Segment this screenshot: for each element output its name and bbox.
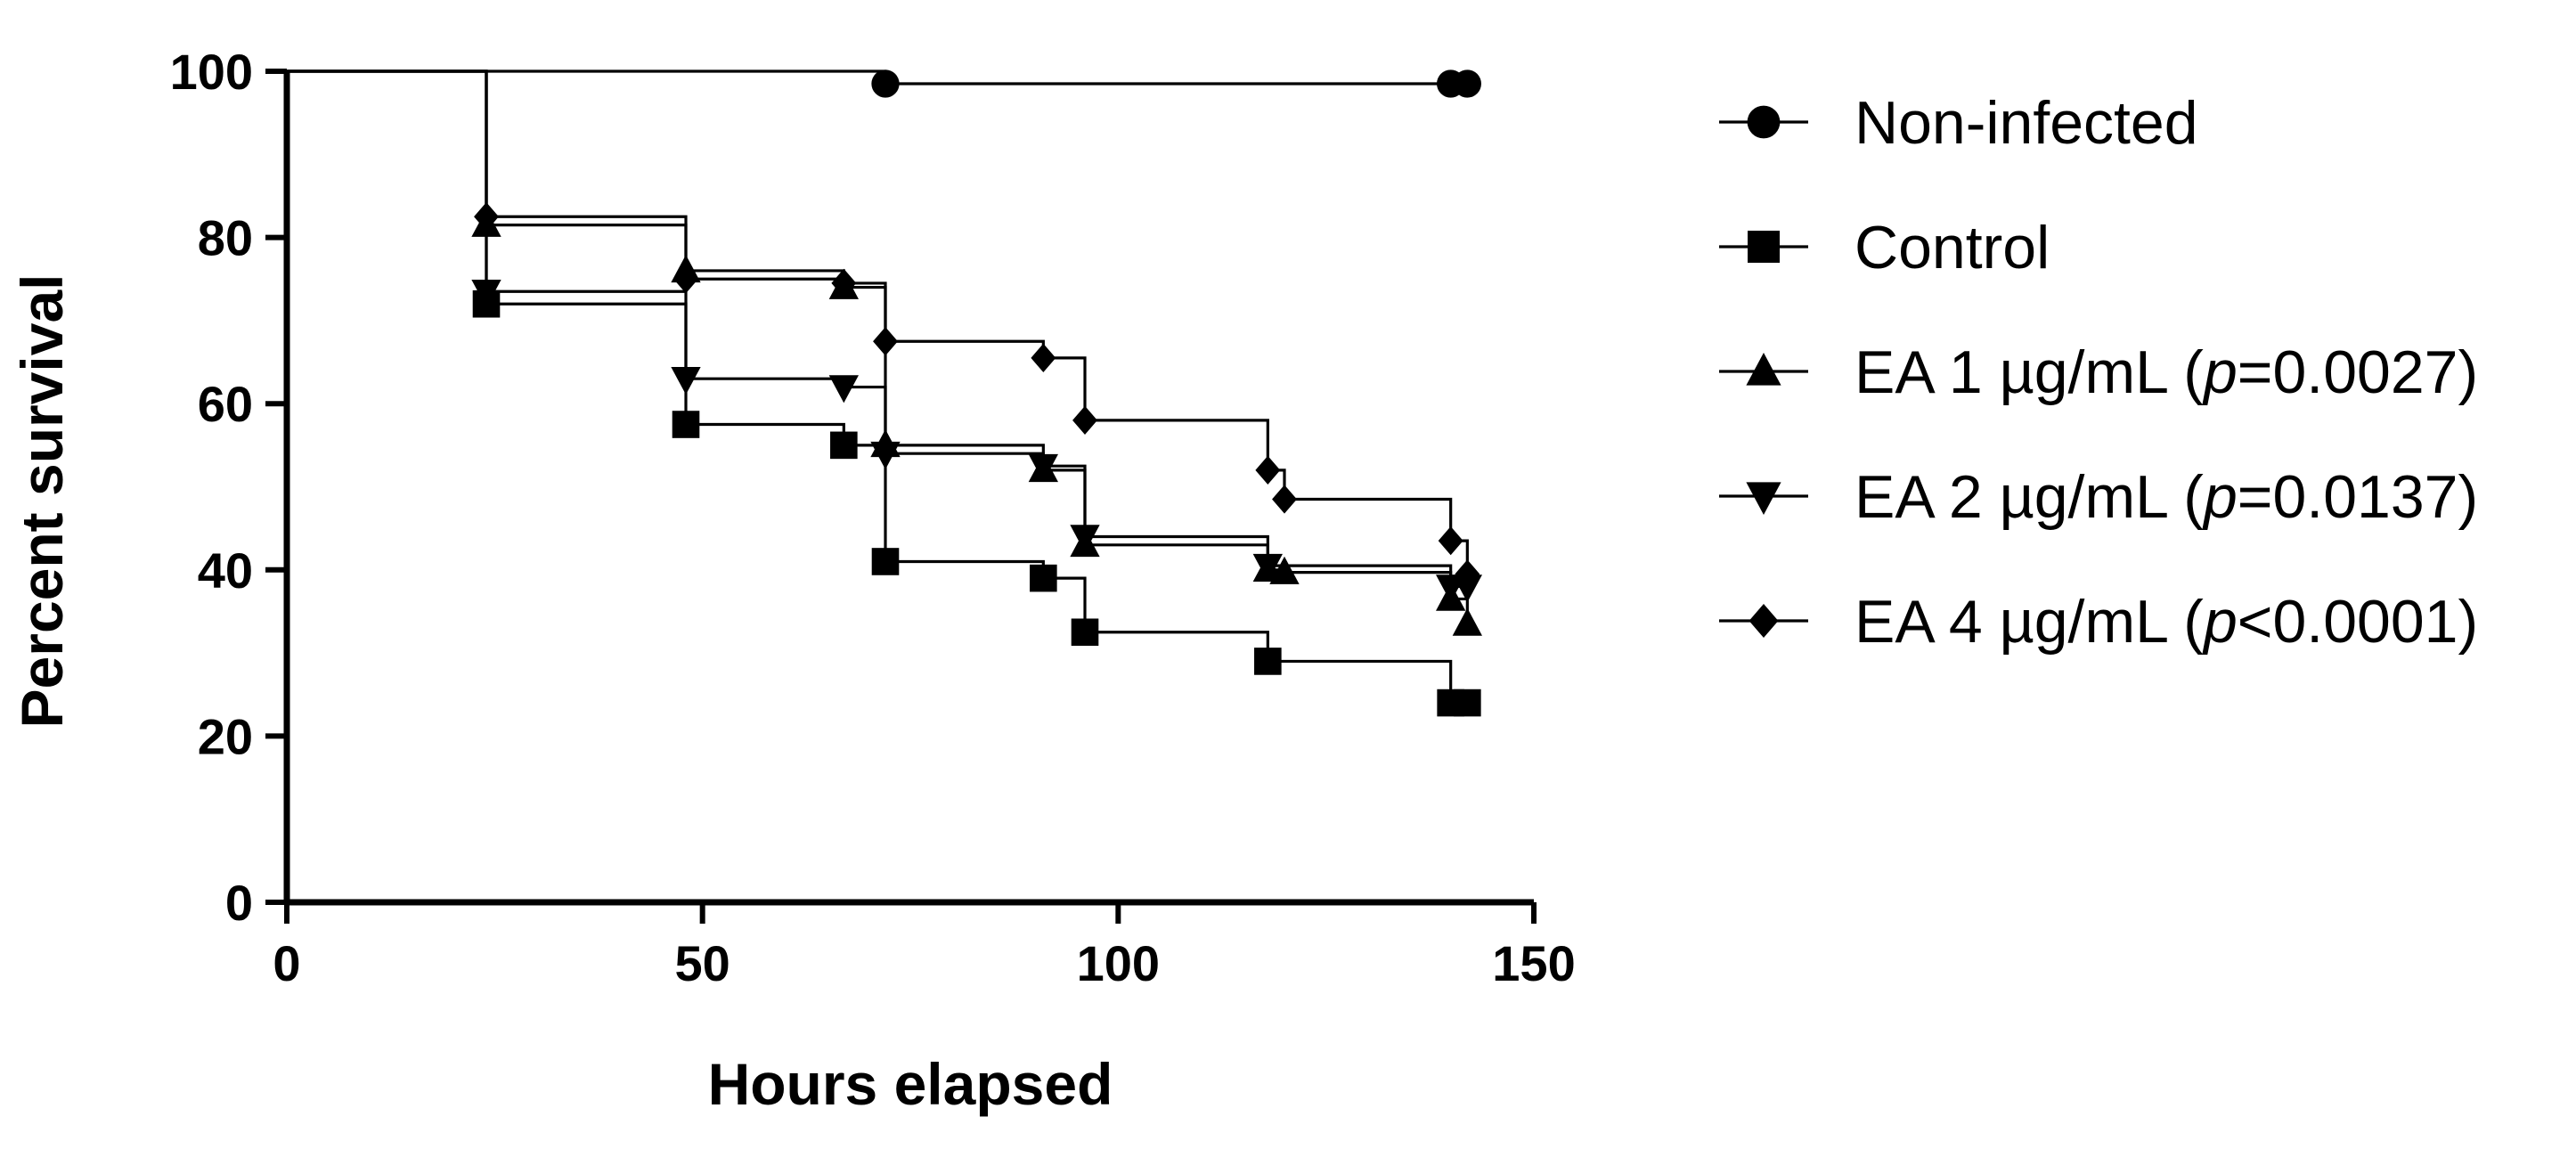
- series-diamond: [287, 69, 1480, 589]
- x-tick-label: 150: [1492, 935, 1575, 991]
- legend-label: EA 1 µg/mL (p=0.0027): [1855, 338, 2478, 406]
- x-tick-label: 50: [675, 935, 730, 991]
- data-point: [1071, 618, 1099, 647]
- legend-label: EA 2 µg/mL (p=0.0137): [1855, 463, 2478, 531]
- data-point: [1031, 343, 1056, 373]
- series-circle: [287, 69, 1481, 98]
- legend-item: EA 4 µg/mL (p<0.0001): [1719, 588, 2478, 656]
- legend-label-part: EA 4 µg/mL (: [1855, 588, 2204, 656]
- y-tick-label: 60: [198, 376, 253, 432]
- axes-layer: 0 50 100 150 0 20 40 60 80 100: [170, 44, 1576, 991]
- legend-label-part: EA 2 µg/mL (: [1855, 463, 2204, 531]
- series-line: [287, 69, 1468, 589]
- data-point: [1452, 574, 1482, 603]
- data-point: [471, 279, 501, 308]
- legend-label-part: =0.0027): [2238, 338, 2478, 406]
- legend-item: Control: [1719, 214, 2050, 281]
- series-line: [287, 69, 1468, 705]
- legend-marker: [1746, 482, 1781, 515]
- legend-label: EA 4 µg/mL (p<0.0001): [1855, 588, 2478, 656]
- data-point: [1272, 485, 1297, 514]
- data-point: [1438, 526, 1463, 556]
- legend-label-italic: p: [2202, 588, 2238, 656]
- data-point: [831, 268, 857, 298]
- legend-item: Non-infected: [1719, 89, 2198, 157]
- data-point: [1072, 405, 1097, 436]
- y-tick-label: 100: [170, 44, 253, 100]
- x-tick-label: 0: [273, 935, 300, 991]
- data-point: [830, 431, 858, 460]
- data-point: [871, 69, 900, 98]
- x-axis-title: Hours elapsed: [708, 1051, 1113, 1117]
- data-point: [1452, 607, 1482, 636]
- series-line: [287, 69, 1469, 624]
- y-tick-label: 80: [198, 210, 253, 266]
- legend-label-italic: p: [2202, 463, 2238, 531]
- data-point: [1254, 648, 1282, 675]
- data-point: [828, 375, 859, 403]
- series-triangle-down: [287, 69, 1482, 603]
- data-point: [1454, 689, 1481, 717]
- data-point: [474, 202, 499, 232]
- legend-marker: [1746, 353, 1781, 386]
- series-square: [287, 69, 1481, 717]
- legend-label-part: EA 1 µg/mL (: [1855, 338, 2204, 406]
- data-point: [673, 265, 698, 294]
- y-tick-label: 20: [198, 708, 253, 764]
- legend-label-part: =0.0137): [2238, 463, 2478, 531]
- data-point: [1070, 525, 1100, 553]
- legend-label: Non-infected: [1855, 89, 2198, 157]
- legend-label: Control: [1855, 214, 2050, 281]
- y-axis-title: Percent survival: [9, 274, 75, 729]
- y-tick-label: 40: [198, 542, 253, 599]
- legend-label-italic: p: [2202, 338, 2238, 406]
- data-point: [1255, 455, 1281, 485]
- data-point: [671, 366, 701, 395]
- x-tick-label: 100: [1077, 935, 1160, 991]
- legend-marker: [1748, 231, 1780, 263]
- data-point: [1028, 453, 1058, 483]
- legend-item: EA 2 µg/mL (p=0.0137): [1719, 463, 2478, 531]
- legend-label-part: <0.0001): [2238, 588, 2478, 656]
- data-point: [1030, 564, 1057, 592]
- legend-marker: [1749, 604, 1779, 638]
- data-point: [1269, 556, 1300, 584]
- data-point: [1453, 69, 1481, 98]
- legend-item: EA 1 µg/mL (p=0.0027): [1719, 338, 2478, 406]
- data-point: [871, 548, 900, 575]
- y-tick-label: 0: [225, 875, 253, 931]
- data-point: [672, 411, 700, 438]
- data-point: [873, 327, 898, 356]
- data-point: [1455, 559, 1480, 589]
- data-point: [1252, 553, 1283, 582]
- data-point: [870, 441, 901, 470]
- series-layer: [287, 69, 1482, 717]
- legend-marker: [1747, 105, 1781, 139]
